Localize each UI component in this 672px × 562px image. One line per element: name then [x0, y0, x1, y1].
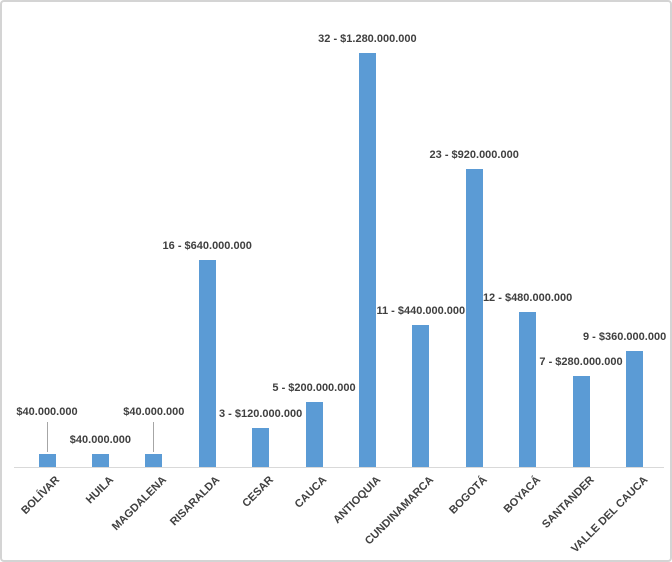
leader-line-bolivar	[46, 422, 48, 452]
x-axis-label-magdalena: MAGDALENA	[110, 474, 170, 534]
data-label-magdalena: $40.000.000	[123, 406, 185, 418]
bar-santander	[572, 376, 590, 467]
data-label-huila: $40.000.000	[69, 434, 131, 446]
x-axis-label-antioquia: ANTIOQUIA	[330, 474, 383, 527]
x-axis-line	[14, 467, 664, 468]
bar-huila	[91, 454, 109, 467]
bar-risaralda	[198, 260, 216, 467]
data-label-santander: 7 - $280.000.000	[539, 356, 623, 368]
bar-bolivar	[38, 454, 56, 467]
x-axis-label-santander: SANTANDER	[539, 474, 597, 531]
bar-boyaca	[519, 312, 537, 467]
data-label-antioquia: 32 - $1.280.000.000	[318, 33, 417, 45]
bar-magdalena	[145, 454, 163, 467]
data-label-cundinamarca: 11 - $440.000.000	[376, 305, 466, 317]
data-label-cauca: 5 - $200.000.000	[272, 382, 356, 394]
bar-bogota	[465, 169, 483, 467]
data-label-cesar: 3 - $120.000.000	[219, 408, 303, 420]
x-axis-label-huila: HUILA	[83, 474, 116, 507]
bar-antioquia	[358, 53, 376, 467]
bar-cauca	[305, 402, 323, 467]
x-axis-label-cauca: CAUCA	[292, 474, 330, 511]
x-axis-label-boyaca: BOYACÁ	[501, 474, 544, 516]
data-label-bolivar: $40.000.000	[16, 406, 78, 418]
bar-cesar	[252, 428, 270, 467]
bar-cundinamarca	[412, 325, 430, 467]
data-label-boyaca: 12 - $480.000.000	[482, 292, 573, 304]
x-axis-label-risaralda: RISARALDA	[168, 474, 223, 529]
data-label-valle-del-cauca: 9 - $360.000.000	[583, 331, 667, 343]
data-label-bogota: 23 - $920.000.000	[429, 149, 519, 161]
bar-valle-del-cauca	[625, 351, 643, 467]
data-label-risaralda: 16 - $640.000.000	[162, 240, 252, 252]
x-axis-label-cesar: CESAR	[240, 474, 277, 510]
x-axis-label-bolivar: BOLÍVAR	[19, 474, 63, 517]
x-axis-label-bogota: BOGOTÁ	[447, 474, 490, 517]
leader-line-magdalena	[153, 422, 155, 452]
